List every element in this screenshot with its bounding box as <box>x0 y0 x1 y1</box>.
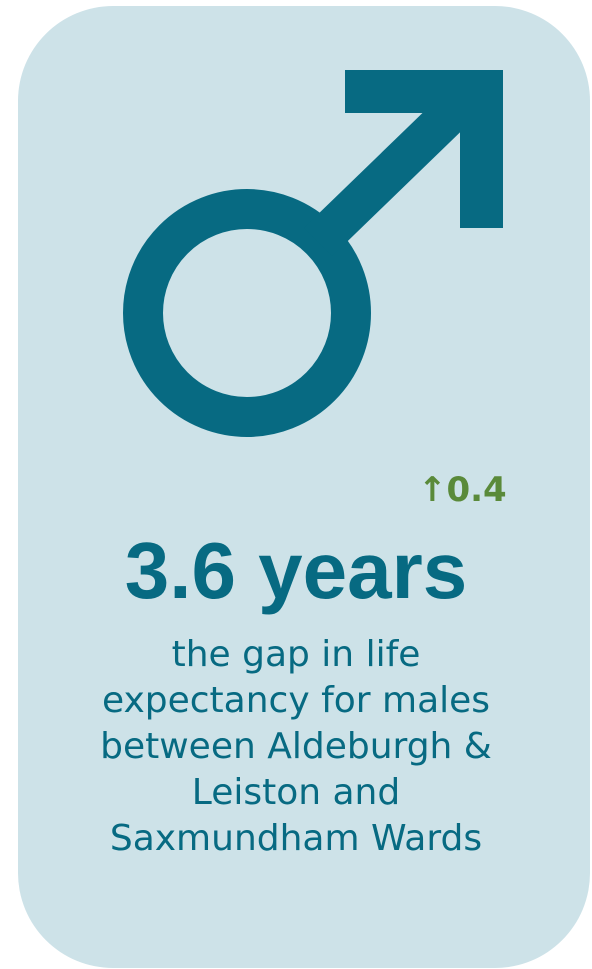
description-line: Leiston and <box>191 772 401 813</box>
description-line: the gap in life <box>171 634 421 675</box>
description-line: Saxmundham Wards <box>109 818 483 859</box>
description-line: between Aldeburgh & <box>100 726 492 767</box>
description: the gap in life expectancy for males bet… <box>0 632 592 862</box>
description-line: expectancy for males <box>101 680 491 721</box>
symbol-arrowhead <box>345 70 503 228</box>
symbol-shaft <box>304 75 489 257</box>
change: ↑0.4 <box>418 470 507 510</box>
symbol-ring <box>123 189 371 437</box>
headline: 3.6 years <box>124 526 468 615</box>
